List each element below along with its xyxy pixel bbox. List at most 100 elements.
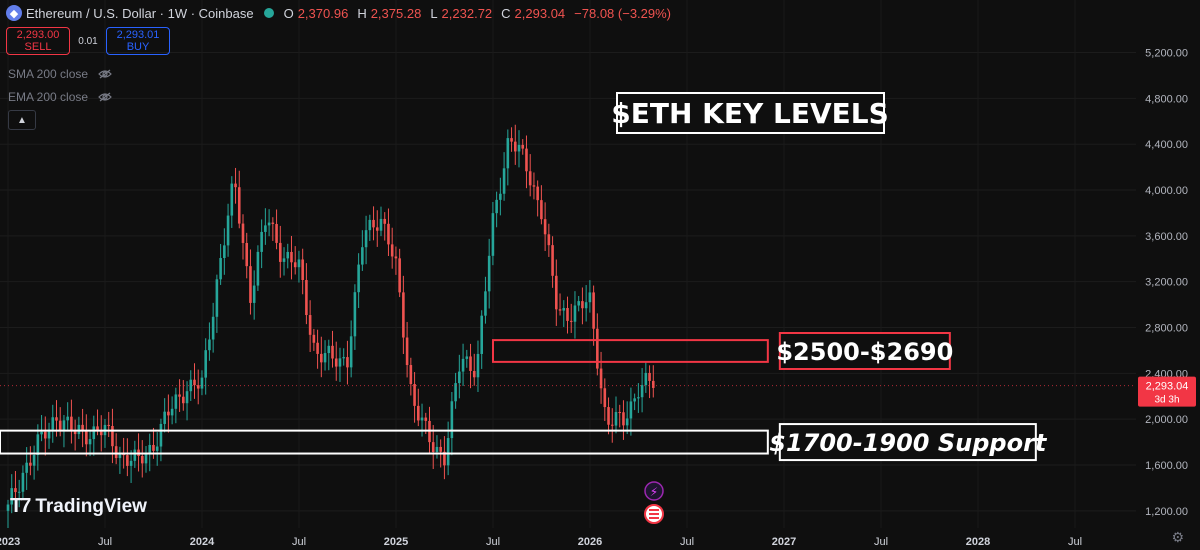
candle-body — [357, 264, 360, 293]
key-level-zones: $2500-$2690 $1700-1900 Support — [0, 331, 1048, 462]
flag-stripe — [649, 509, 659, 511]
candle-body — [521, 144, 525, 149]
symbol-title[interactable]: Ethereum / U.S. Dollar · 1W · Coinbase — [26, 5, 254, 21]
candle-body — [446, 438, 450, 466]
candle-body — [480, 315, 484, 354]
indicator-ema[interactable]: EMA 200 close — [8, 90, 112, 104]
zone-label-box[interactable] — [778, 423, 1037, 462]
candle-body — [458, 371, 461, 384]
candle-body — [640, 385, 644, 398]
candle-body — [204, 350, 207, 378]
x-tick-label: Jul — [680, 536, 694, 548]
candle-body — [648, 372, 651, 381]
candle-body — [308, 315, 312, 335]
candle-body — [499, 193, 502, 200]
sell-price: 2,293.00 — [16, 29, 60, 41]
candle-body — [223, 245, 226, 258]
candle-body — [44, 431, 47, 439]
ohlc-high-label: H — [357, 5, 367, 21]
candle-body — [290, 251, 293, 263]
chart-title-box[interactable] — [616, 92, 885, 134]
chart-title: $ETH KEY LEVELS — [611, 97, 889, 130]
candle-body — [349, 336, 353, 368]
ohlc-open-value: 2,370.96 — [297, 5, 349, 21]
spread-value: 0.01 — [78, 35, 98, 47]
candle-body — [372, 219, 375, 228]
tradingview-logo: T7 TradingView — [10, 495, 147, 518]
y-tick-label: 5,200.00 — [1145, 48, 1188, 60]
candle-body — [387, 223, 390, 245]
candle-body — [379, 218, 383, 231]
candle-body — [51, 417, 55, 430]
zone-label-box[interactable] — [778, 331, 951, 370]
candle-body — [569, 320, 573, 322]
candle-body — [487, 255, 491, 292]
candle-body — [182, 396, 185, 404]
candle-body — [361, 247, 364, 265]
candle-body — [21, 472, 25, 492]
candle-body — [577, 301, 580, 306]
candle-body — [96, 426, 99, 431]
time-axis[interactable]: 2023 Jul 2024 Jul 2025 Jul 2026 Jul 2027 Jul 2028 J… — [0, 536, 1082, 548]
candle-body — [155, 446, 159, 451]
candle-body — [70, 416, 73, 431]
x-tick-label: Jul — [874, 536, 888, 548]
indicator-sma[interactable]: SMA 200 close — [8, 67, 112, 81]
candle-body — [614, 412, 618, 426]
tradingview-wordmark: TradingView — [35, 495, 147, 517]
zone-box[interactable] — [492, 339, 769, 363]
indicator-sma-label: SMA 200 close — [8, 67, 89, 81]
candle-body — [14, 488, 17, 493]
price-axis[interactable]: 1,200.001,600.002,000.002,400.002,800.00… — [1136, 0, 1200, 528]
candle-body — [405, 337, 409, 366]
candle-body — [107, 424, 111, 426]
y-tick-label: 3,600.00 — [1145, 231, 1188, 243]
candle-body — [200, 377, 204, 389]
symbol-legend: ◆ Ethereum / U.S. Dollar · 1W · Coinbase… — [6, 5, 676, 21]
candle-body — [327, 345, 331, 354]
zone-box[interactable] — [0, 429, 769, 455]
x-tick-label: 2028 — [966, 536, 990, 548]
flag-stripe — [649, 517, 659, 519]
candle-body — [622, 412, 625, 426]
buy-button[interactable]: 2,293.01 BUY — [106, 27, 170, 55]
candle-body — [637, 397, 640, 399]
hidden-eye-icon[interactable] — [98, 92, 112, 102]
sell-label: SELL — [24, 41, 52, 53]
gear-icon[interactable]: ⚙ — [1171, 529, 1184, 545]
candle-body — [297, 259, 301, 268]
candle-body — [17, 491, 21, 493]
hidden-eye-icon[interactable] — [98, 69, 112, 79]
candle-body — [465, 356, 469, 359]
candle-body — [111, 425, 114, 447]
candle-body — [540, 200, 543, 220]
candle-body — [610, 424, 614, 426]
lightning-icon[interactable] — [644, 481, 664, 501]
zone-label: $1700-1900 Support — [769, 429, 1048, 457]
y-tick-label: 1,600.00 — [1145, 460, 1188, 472]
candle-body — [32, 455, 36, 466]
candle-body — [431, 442, 435, 452]
x-tick-label: 2025 — [384, 536, 408, 548]
x-tick-label: 2024 — [190, 536, 215, 548]
candle-body — [536, 186, 539, 201]
candle-body — [282, 258, 286, 262]
candle-body — [320, 353, 323, 363]
candle-body — [174, 394, 178, 409]
sell-button[interactable]: 2,293.00 SELL — [6, 27, 70, 55]
candle-body — [547, 234, 551, 246]
candle-body — [170, 408, 174, 416]
candles — [0, 124, 1136, 528]
candle-body — [129, 460, 133, 466]
indicator-ema-label: EMA 200 close — [8, 90, 89, 104]
candle-body — [6, 504, 10, 511]
candle-body — [525, 148, 528, 172]
candle-body — [599, 368, 603, 389]
candle-body — [260, 231, 263, 252]
candle-body — [159, 423, 163, 447]
candle-body — [469, 356, 472, 371]
candle-body — [196, 385, 200, 389]
x-tick-label: 2027 — [772, 536, 796, 548]
collapse-legend-button[interactable]: ▲ — [8, 110, 36, 130]
